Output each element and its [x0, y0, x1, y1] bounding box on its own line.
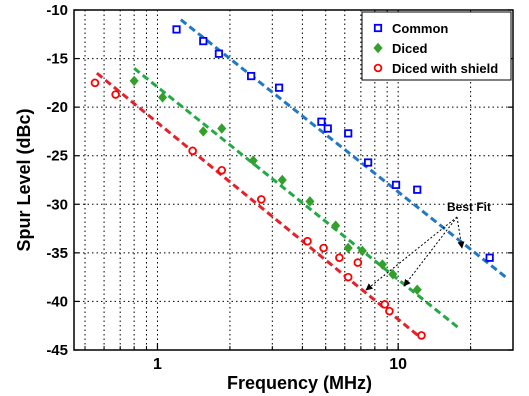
grid-lines	[74, 10, 513, 350]
data-point-series-1	[217, 123, 227, 134]
data-point-series-0	[247, 71, 256, 81]
data-point-series-1	[412, 284, 422, 295]
data-point-series-2	[343, 272, 353, 282]
data-point-series-1	[388, 269, 398, 280]
y-tick-label: -10	[46, 2, 68, 19]
best-fit-arrow	[365, 216, 458, 291]
y-tick-label: -45	[46, 342, 68, 359]
data-point-series-1	[248, 155, 258, 166]
data-point-series-2	[335, 253, 344, 263]
y-tick-label: -20	[46, 99, 68, 116]
y-tick-label: -15	[46, 51, 68, 68]
data-point-series-2	[188, 146, 197, 156]
data-point-series-2	[303, 236, 312, 246]
data-point-series-1	[198, 126, 208, 137]
y-axis-title: Spur Level (dBc)	[14, 108, 34, 251]
data-point-series-0	[363, 158, 373, 167]
legend-label: Diced	[392, 41, 427, 56]
data-point-series-2	[256, 195, 266, 204]
data-point-series-0	[214, 49, 224, 58]
x-tick-label: 1	[153, 356, 162, 373]
legend-label: Diced with shield	[392, 61, 498, 76]
data-point-series-0	[413, 185, 422, 194]
legend-box	[361, 11, 512, 81]
data-point-series-1	[377, 259, 387, 270]
data-point-series-2	[111, 90, 120, 99]
data-point-series-0	[274, 83, 284, 92]
data-point-series-0	[323, 124, 332, 133]
y-tick-label: -40	[46, 293, 68, 310]
legend: Common Diced Diced with shield	[361, 11, 512, 81]
best-fit-arrow	[456, 216, 465, 249]
best-fit-line-series-2	[95, 71, 423, 340]
data-point-series-2	[353, 258, 363, 267]
data-point-series-2	[380, 300, 390, 309]
legend-marker	[373, 42, 383, 54]
data-point-series-2	[385, 306, 394, 316]
data-point-series-0	[344, 129, 353, 138]
y-tick-label: -30	[46, 196, 68, 213]
data-point-series-1	[277, 174, 287, 186]
data-point-series-1	[158, 92, 168, 103]
axis-ticks: -10 -15 -20 -25 -30 -35 -40 -45 1 10	[46, 2, 513, 373]
data-point-series-2	[90, 78, 100, 88]
legend-marker	[373, 23, 383, 33]
best-fit-arrow	[403, 216, 458, 287]
data-point-series-0	[317, 117, 326, 126]
x-axis-title: Frequency (MHz)	[227, 373, 372, 393]
data-point-series-1	[129, 75, 139, 87]
data-point-series-0	[485, 253, 494, 262]
data-point-series-0	[391, 180, 401, 189]
legend-label: Common	[392, 21, 448, 36]
data-point-series-2	[319, 243, 328, 253]
x-tick-label: 10	[389, 356, 407, 373]
data-points	[90, 25, 494, 340]
plot-frame	[73, 9, 514, 351]
data-point-series-0	[199, 36, 208, 46]
data-point-series-2	[417, 331, 426, 340]
annotations: Best Fit	[365, 200, 491, 291]
y-tick-label: -35	[46, 245, 68, 262]
data-point-series-1	[357, 245, 367, 257]
data-point-series-1	[331, 220, 341, 231]
data-point-series-0	[172, 25, 181, 34]
legend-marker	[373, 63, 383, 73]
best-fit-annotation: Best Fit	[447, 200, 491, 214]
data-point-series-1	[305, 196, 315, 207]
data-point-series-1	[343, 242, 353, 254]
best-fit-line-series-0	[179, 18, 507, 279]
data-point-series-2	[217, 165, 227, 175]
y-tick-label: -25	[46, 148, 68, 165]
